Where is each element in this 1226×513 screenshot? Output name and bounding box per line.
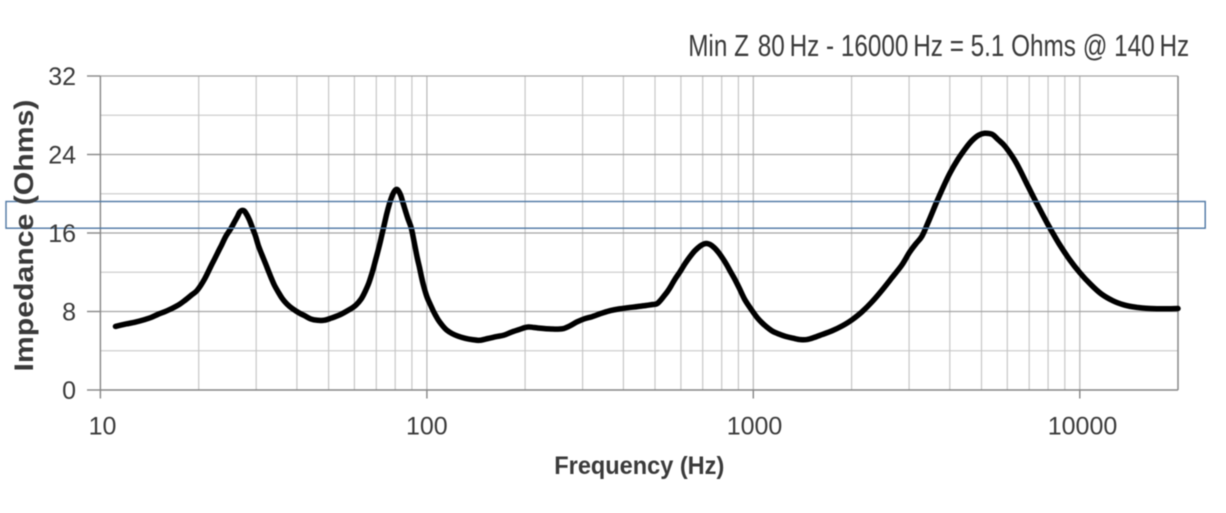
svg-text:100: 100 [406, 412, 448, 440]
svg-text:16: 16 [48, 220, 76, 248]
svg-text:1000: 1000 [727, 412, 783, 440]
svg-text:24: 24 [48, 142, 76, 170]
svg-text:10000: 10000 [1048, 412, 1118, 440]
svg-text:Impedance (Ohms): Impedance (Ohms) [9, 100, 39, 372]
svg-text:Min Z 80 Hz - 16000 Hz = 5.1: Min Z 80 Hz - 16000 Hz = 5.1 Ohms @ 140 … [688, 28, 1189, 63]
svg-text:8: 8 [62, 299, 76, 327]
svg-text:10: 10 [89, 412, 117, 440]
svg-text:Frequency (Hz): Frequency (Hz) [554, 452, 724, 480]
svg-text:0: 0 [62, 377, 76, 405]
svg-text:32: 32 [48, 63, 76, 91]
